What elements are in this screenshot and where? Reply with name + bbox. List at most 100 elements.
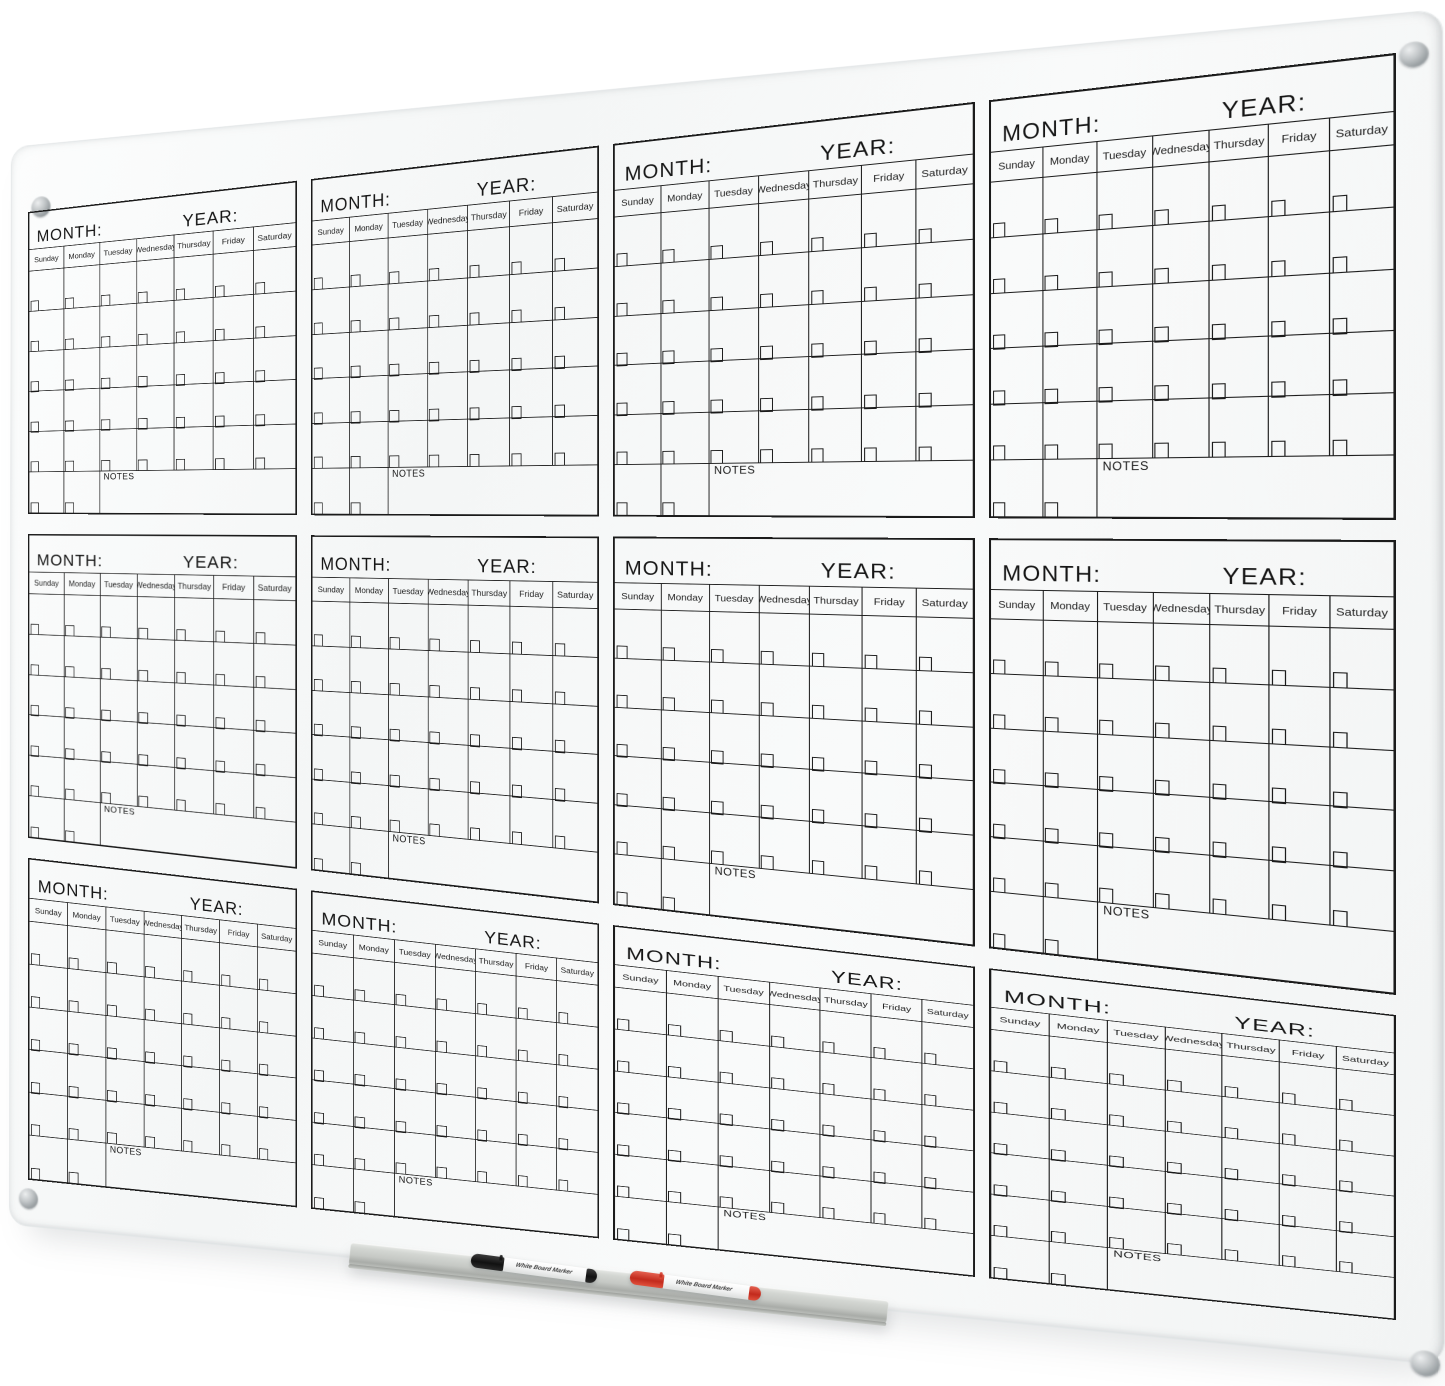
weekday-label: Friday xyxy=(510,581,554,607)
day-cell xyxy=(922,1022,974,1070)
day-cell xyxy=(1097,790,1154,852)
day-cell xyxy=(137,596,176,641)
day-cell xyxy=(709,255,759,311)
day-cell xyxy=(862,298,917,356)
day-cell xyxy=(64,306,100,350)
weekday-label: Monday xyxy=(661,181,710,213)
day-cell xyxy=(144,977,183,1024)
day-cell xyxy=(1043,897,1098,959)
day-cell xyxy=(661,660,710,713)
day-cell xyxy=(809,248,863,305)
day-cell xyxy=(468,605,511,655)
day-cell xyxy=(29,1135,68,1183)
calendar-grid: NOTES xyxy=(614,184,973,516)
day-cell xyxy=(100,595,138,639)
calendar-11: MONTH: YEAR: Sunday Monday Tuesday Wednesda… xyxy=(613,925,976,1277)
day-cell xyxy=(353,1042,395,1090)
month-label: MONTH: xyxy=(36,220,103,246)
day-cell xyxy=(144,934,183,982)
day-cell xyxy=(871,1057,923,1105)
day-cell xyxy=(312,241,350,291)
calendar-header: MONTH: YEAR: xyxy=(312,536,598,583)
day-cell xyxy=(916,350,973,408)
day-cell xyxy=(64,388,100,432)
day-cell xyxy=(353,1084,395,1132)
day-cell xyxy=(1337,1109,1394,1157)
day-cell xyxy=(350,647,389,695)
day-cell xyxy=(468,274,511,326)
day-cell xyxy=(991,782,1044,842)
day-cell xyxy=(1097,225,1153,288)
day-cell xyxy=(1210,337,1270,399)
day-cell xyxy=(476,1098,517,1145)
day-cell xyxy=(67,1011,107,1059)
day-cell xyxy=(991,1071,1050,1119)
day-cell xyxy=(1280,1062,1338,1110)
calendar-grid: NOTES xyxy=(615,987,974,1275)
day-cell xyxy=(1165,1213,1223,1261)
day-cell xyxy=(136,385,175,430)
day-cell xyxy=(1330,866,1394,933)
day-cell xyxy=(353,1169,395,1216)
calendar-frame: MONTH: YEAR: Sunday Monday Tuesday Wednesda… xyxy=(311,535,599,904)
year-label: YEAR: xyxy=(477,555,537,578)
calendar-grid: NOTES xyxy=(614,609,973,944)
day-cell xyxy=(1280,1225,1338,1272)
day-cell xyxy=(991,1235,1050,1284)
day-cell xyxy=(758,410,810,464)
day-cell xyxy=(1280,1184,1338,1232)
day-cell xyxy=(1152,398,1211,459)
day-cell xyxy=(1222,1178,1281,1226)
day-cell xyxy=(871,1099,923,1147)
weekday-label: Sunday xyxy=(991,589,1044,620)
day-cell xyxy=(99,429,137,472)
day-cell xyxy=(614,805,662,860)
day-cell xyxy=(312,468,350,514)
day-cell xyxy=(1337,1190,1394,1238)
day-cell xyxy=(427,372,469,421)
day-cell xyxy=(253,291,296,339)
day-cell xyxy=(769,1004,821,1053)
day-cell xyxy=(388,281,428,331)
day-cell xyxy=(136,343,175,388)
day-cell xyxy=(214,642,255,688)
day-cell xyxy=(64,717,101,762)
weekday-label: Wednesday xyxy=(759,585,811,614)
year-label: YEAR: xyxy=(1222,563,1308,591)
day-cell xyxy=(182,938,221,986)
month-label: MONTH: xyxy=(320,188,391,217)
day-cell xyxy=(709,662,760,716)
day-cell xyxy=(29,755,65,800)
day-cell xyxy=(214,598,255,644)
day-cell xyxy=(29,634,65,677)
weekday-label: Tuesday xyxy=(106,907,145,934)
month-label: MONTH: xyxy=(1002,560,1102,587)
weekday-label: Thursday xyxy=(809,165,863,199)
day-cell xyxy=(1210,856,1270,920)
day-cell xyxy=(553,416,598,466)
weekday-label: Monday xyxy=(1043,590,1098,622)
day-cell xyxy=(666,1076,719,1125)
weekday-label: Sunday xyxy=(29,572,65,595)
day-cell xyxy=(661,361,710,415)
day-cell xyxy=(99,303,137,348)
calendar-10: MONTH: YEAR: Sunday Monday Tuesday Wednesda… xyxy=(311,890,600,1239)
day-cell xyxy=(614,464,662,515)
weekday-label: Tuesday xyxy=(709,176,759,208)
calendar-frame: MONTH: YEAR: Sunday Monday Tuesday Wednesda… xyxy=(613,925,976,1277)
day-cell xyxy=(516,1102,558,1149)
weekday-label: Thursday xyxy=(468,201,511,231)
year-label: YEAR: xyxy=(820,558,897,584)
day-cell xyxy=(922,1146,974,1193)
weekday-label: Saturday xyxy=(257,230,292,243)
day-cell xyxy=(136,300,175,346)
day-cell xyxy=(1049,1036,1108,1084)
day-cell xyxy=(349,284,389,333)
day-cell xyxy=(718,1082,770,1130)
day-cell xyxy=(991,459,1044,517)
year-label: YEAR: xyxy=(183,552,239,573)
day-cell xyxy=(553,800,598,853)
day-cell xyxy=(809,301,863,358)
day-cell xyxy=(769,1171,821,1219)
day-cell xyxy=(1107,1165,1166,1214)
